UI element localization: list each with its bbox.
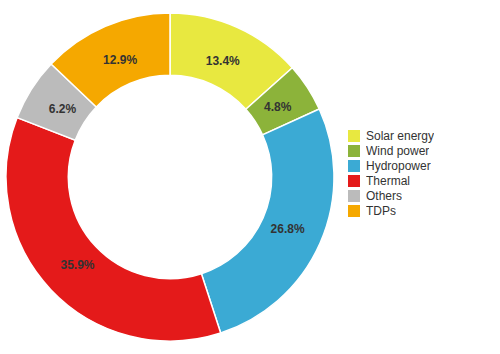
html-text:Hydropower: Hydropower	[366, 159, 431, 173]
html-text:Solar energy: Solar energy	[366, 129, 434, 143]
svg-text:12.9%: 12.9%	[103, 53, 137, 67]
svg-text:26.8%: 26.8%	[271, 222, 305, 236]
html-text:Wind power: Wind power	[366, 144, 430, 158]
svg-text:13.4%: 13.4%	[206, 54, 240, 68]
svg-text:6.2%: 6.2%	[49, 102, 77, 116]
svg-text:4.8%: 4.8%	[264, 100, 292, 114]
svg-text:35.9%: 35.9%	[61, 258, 95, 272]
html-text:Thermal: Thermal	[366, 174, 410, 188]
html-text:Others: Others	[366, 189, 402, 203]
html-text:TDPs: TDPs	[366, 204, 396, 218]
